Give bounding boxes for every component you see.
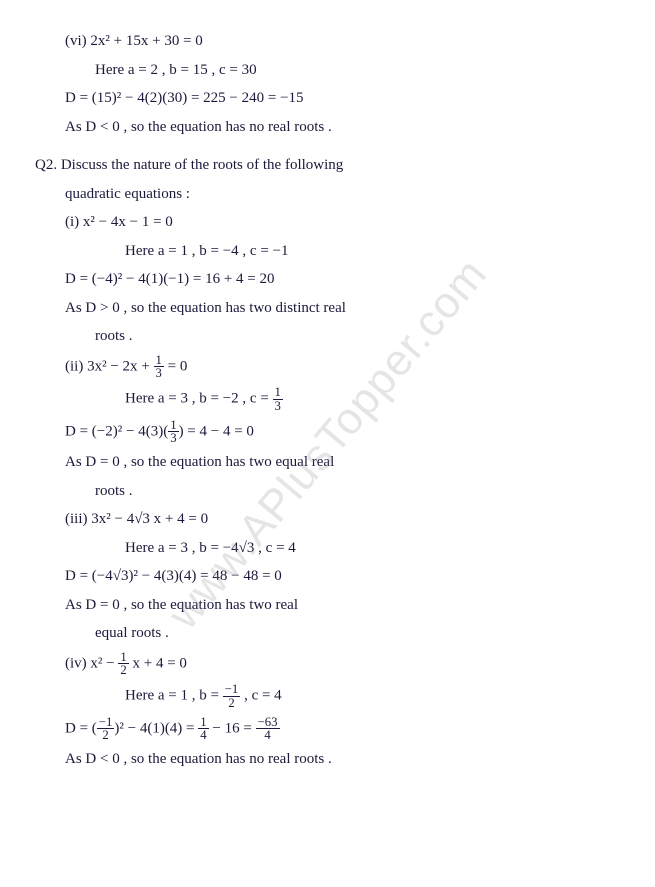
frac-1-2: 12 (118, 651, 128, 678)
ii-discriminant: D = (−2)² − 4(3)(13) = 4 − 4 = 0 (35, 419, 620, 446)
iv-discriminant: D = (−12)² − 4(1)(4) = 14 − 16 = −634 (35, 716, 620, 743)
frac-1-3: 13 (273, 386, 283, 413)
ii-eq-start: (ii) 3x² − 2x + (65, 358, 154, 374)
q2-prompt-line1: Q2. Discuss the nature of the roots of t… (35, 154, 620, 177)
frac-1-3: 13 (154, 354, 164, 381)
i-discriminant: D = (−4)² − 4(1)(−1) = 16 + 4 = 20 (35, 268, 620, 291)
iv-disc-start: D = ( (65, 720, 97, 736)
iv-abc-start: Here a = 1 , b = (125, 688, 223, 704)
i-conclusion-l1: As D > 0 , so the equation has two disti… (35, 297, 620, 320)
ii-conclusion-l1: As D = 0 , so the equation has two equal… (35, 451, 620, 474)
i-abc: Here a = 1 , b = −4 , c = −1 (35, 240, 620, 263)
iv-disc-mid2: − 16 = (209, 720, 256, 736)
p1-discriminant: D = (15)² − 4(2)(30) = 225 − 240 = −15 (35, 87, 620, 110)
ii-conclusion-l2: roots . (35, 480, 620, 503)
iv-equation: (iv) x² − 12 x + 4 = 0 (35, 651, 620, 678)
frac-1-4: 14 (198, 716, 208, 743)
ii-disc-start: D = (−2)² − 4(3)( (65, 423, 168, 439)
p1-equation: (vi) 2x² + 15x + 30 = 0 (35, 30, 620, 53)
frac-1-3: 13 (168, 419, 178, 446)
i-equation: (i) x² − 4x − 1 = 0 (35, 211, 620, 234)
ii-abc-start: Here a = 3 , b = −2 , c = (125, 391, 273, 407)
iii-abc: Here a = 3 , b = −4√3 , c = 4 (35, 537, 620, 560)
iii-conclusion-l1: As D = 0 , so the equation has two real (35, 594, 620, 617)
ii-equation: (ii) 3x² − 2x + 13 = 0 (35, 354, 620, 381)
iv-abc-end: , c = 4 (240, 688, 281, 704)
ii-eq-end: = 0 (164, 358, 187, 374)
iv-eq-start: (iv) x² − (65, 655, 118, 671)
iv-disc-mid: )² − 4(1)(4) = (114, 720, 198, 736)
ii-abc: Here a = 3 , b = −2 , c = 13 (35, 386, 620, 413)
p1-abc: Here a = 2 , b = 15 , c = 30 (35, 59, 620, 82)
i-conclusion-l2: roots . (35, 325, 620, 348)
iii-discriminant: D = (−4√3)² − 4(3)(4) = 48 − 48 = 0 (35, 565, 620, 588)
iii-conclusion-l2: equal roots . (35, 622, 620, 645)
p1-conclusion: As D < 0 , so the equation has no real r… (35, 116, 620, 139)
frac-m1-2: −12 (223, 683, 241, 710)
frac-m63-4: −634 (256, 716, 280, 743)
q2-prompt-line2: quadratic equations : (35, 183, 620, 206)
iv-abc: Here a = 1 , b = −12 , c = 4 (35, 683, 620, 710)
frac-m1-2: −12 (97, 716, 115, 743)
iii-equation: (iii) 3x² − 4√3 x + 4 = 0 (35, 508, 620, 531)
iv-conclusion: As D < 0 , so the equation has no real r… (35, 748, 620, 771)
ii-disc-end: ) = 4 − 4 = 0 (179, 423, 254, 439)
iv-eq-end: x + 4 = 0 (129, 655, 187, 671)
